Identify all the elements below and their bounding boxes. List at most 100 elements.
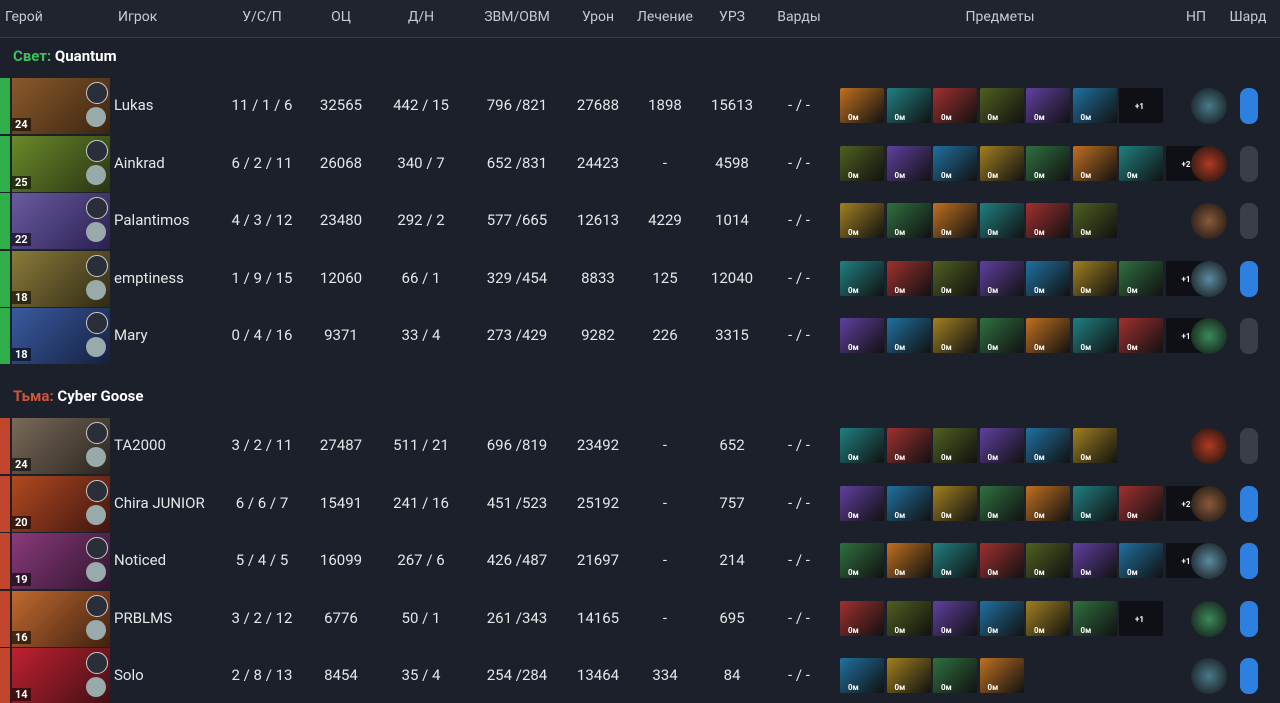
item-time: 0м: [1127, 285, 1138, 295]
item: 0м: [1072, 485, 1117, 521]
item: 0м: [979, 658, 1024, 693]
stat: 340 / 7: [397, 153, 445, 172]
stat: 27487: [319, 436, 363, 454]
item-time: 0м: [941, 453, 952, 462]
item-time: 0м: [1034, 510, 1045, 520]
item-time: 0м: [987, 683, 999, 692]
item: 0м: [933, 543, 977, 578]
team-stripe: [0, 135, 10, 192]
stat: 1 / 9 / 15: [231, 268, 293, 287]
item-more: +1: [1119, 88, 1163, 123]
item-time: 0м: [1127, 510, 1138, 520]
stat: 6776: [324, 608, 358, 627]
item: 0м: [1072, 600, 1117, 636]
stat: 32565: [319, 96, 363, 114]
item: 0м: [1026, 318, 1070, 353]
player-name: Noticed: [114, 551, 167, 569]
talent-icon: [86, 562, 106, 582]
item-time: 0м: [894, 568, 906, 577]
item: 0м: [1072, 543, 1117, 578]
item-more-count: +1: [1181, 557, 1191, 566]
shard-icon: [1240, 203, 1258, 239]
stat: 33 / 4: [401, 326, 441, 344]
team-stripe: [0, 590, 10, 647]
item: 0м: [1119, 145, 1163, 181]
team-stripe: [0, 250, 10, 307]
item-time: 0м: [848, 625, 859, 635]
player-name: emptiness: [114, 268, 184, 287]
item: 0м: [933, 88, 977, 123]
item: 0м: [1119, 485, 1163, 521]
shard-icon: [1240, 485, 1258, 522]
item: 0м: [886, 428, 931, 463]
player-name: PRBLMS: [114, 608, 173, 627]
stat: 3 / 2 / 11: [231, 436, 293, 454]
item-time: 0м: [987, 113, 999, 122]
column-header: Герой: [5, 9, 43, 25]
item: 0м: [1026, 543, 1070, 578]
item-more-count: +1: [1135, 102, 1144, 111]
item-more-count: +1: [1135, 614, 1144, 624]
item: 0м: [1026, 88, 1070, 123]
stat: - / -: [788, 436, 810, 454]
stat: 12040: [710, 268, 754, 287]
stat: - / -: [788, 268, 810, 287]
stat: - / -: [788, 493, 810, 512]
talent-icon: [86, 279, 106, 300]
item: 0м: [1072, 145, 1117, 181]
team-label: Тьма: Cyber Goose: [13, 387, 144, 405]
shard-icon: [1240, 600, 1258, 637]
shard-icon: [1240, 145, 1258, 182]
stat: 4598: [715, 153, 749, 172]
item: 0м: [886, 88, 931, 123]
item-time: 0м: [1080, 228, 1092, 237]
hero-level: 24: [12, 118, 31, 131]
item: 0м: [1072, 318, 1117, 353]
item: 0м: [886, 600, 931, 636]
stat: 329 /454: [486, 268, 548, 287]
item-time: 0м: [848, 343, 859, 352]
item: 0м: [1072, 260, 1117, 296]
stat: 241 / 16: [393, 493, 449, 512]
item: 0м: [886, 260, 931, 296]
stat: -: [662, 436, 668, 454]
talent-icon: [86, 677, 106, 697]
team-side: Тьма:: [13, 387, 54, 405]
item-time: 0м: [1034, 170, 1045, 180]
team-stripe: [0, 78, 10, 134]
item-time: 0м: [941, 170, 952, 180]
item-time: 0м: [941, 625, 952, 635]
stat: 0 / 4 / 16: [231, 326, 293, 344]
stat: 261 /343: [486, 608, 548, 627]
item: 0м: [886, 203, 931, 238]
item-time: 0м: [941, 568, 952, 577]
stat: 13464: [576, 666, 620, 684]
item-time: 0м: [987, 453, 999, 462]
column-header: Урон: [581, 9, 615, 25]
item: 0м: [933, 145, 977, 181]
item: 0м: [840, 485, 884, 521]
item-time: 0м: [941, 683, 952, 692]
facet-icon: [86, 312, 108, 334]
item-time: 0м: [941, 343, 952, 352]
item: 0м: [933, 428, 977, 463]
item: 0м: [886, 658, 931, 693]
stat: 11 / 1 / 6: [231, 96, 293, 114]
talent-icon: [86, 107, 106, 127]
team-name: Quantum: [51, 47, 117, 65]
item-time: 0м: [1034, 343, 1045, 352]
item-time: 0м: [848, 683, 859, 692]
item: 0м: [933, 260, 977, 296]
stat: 26068: [319, 153, 363, 172]
item-time: 0м: [894, 510, 906, 520]
item-time: 0м: [1080, 285, 1092, 295]
item-time: 0м: [1034, 453, 1045, 462]
column-header: НП: [1186, 9, 1206, 25]
stat: - / -: [788, 211, 810, 229]
item-time: 0м: [1080, 343, 1092, 352]
item: 0м: [1026, 485, 1070, 521]
item-time: 0м: [894, 228, 906, 237]
item: 0м: [840, 658, 884, 693]
column-header: Лечение: [637, 9, 693, 25]
item: 0м: [1072, 428, 1117, 463]
